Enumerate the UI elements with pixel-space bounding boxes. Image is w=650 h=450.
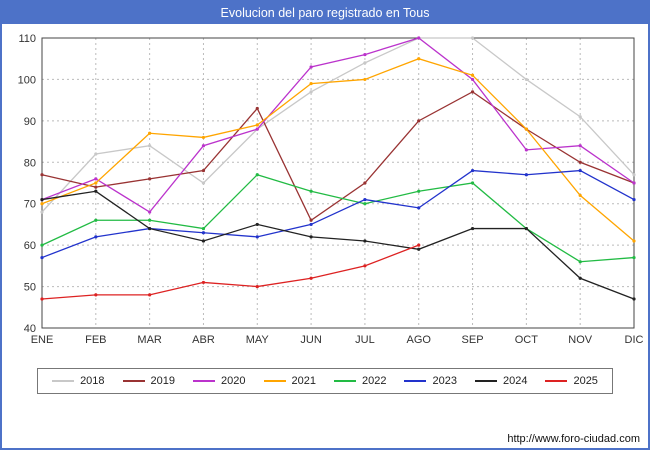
legend-label: 2021	[291, 375, 316, 387]
legend-item: 2018	[52, 375, 105, 387]
legend-label: 2025	[573, 375, 598, 387]
svg-text:FEB: FEB	[85, 334, 106, 346]
svg-text:ENE: ENE	[31, 334, 54, 346]
legend-swatch	[474, 380, 497, 382]
svg-text:MAY: MAY	[246, 334, 270, 346]
legend-swatch	[404, 380, 427, 382]
svg-text:40: 40	[24, 323, 36, 335]
svg-text:80: 80	[24, 157, 36, 169]
legend-label: 2022	[362, 375, 387, 387]
svg-text:DIC: DIC	[625, 334, 644, 346]
svg-text:90: 90	[24, 116, 36, 128]
svg-text:ABR: ABR	[192, 334, 215, 346]
legend-label: 2023	[432, 375, 457, 387]
legend: 2018 2019 2020 2021 2022 2023 2024 2025	[37, 368, 613, 394]
legend-label: 2019	[150, 375, 176, 387]
legend-swatch	[122, 380, 145, 382]
chart: 40 50 60 70 80 90 100 110 ENE FEB MAR ABR MAY JUN JUL A…	[18, 33, 644, 346]
legend-item: 2021	[263, 375, 316, 387]
footer-link[interactable]: http://www.foro-ciudad.com	[507, 433, 640, 445]
svg-text:NOV: NOV	[568, 334, 593, 346]
svg-text:SEP: SEP	[462, 334, 484, 346]
chart-area: 40 50 60 70 80 90 100 110 ENE FEB MAR ABR MAY JUN JUL A…	[4, 28, 646, 354]
legend-label: 2020	[221, 375, 246, 387]
legend-label: 2018	[80, 375, 105, 387]
svg-text:MAR: MAR	[137, 334, 162, 346]
legend-item: 2024	[474, 375, 528, 387]
legend-swatch	[263, 380, 286, 382]
legend-item: 2022	[334, 375, 386, 387]
legend-swatch	[193, 380, 216, 382]
legend-swatch	[334, 380, 356, 382]
svg-text:JUN: JUN	[300, 334, 321, 346]
legend-swatch	[545, 380, 568, 382]
legend-item: 2025	[545, 375, 598, 387]
svg-text:100: 100	[18, 74, 36, 86]
svg-text:OCT: OCT	[515, 334, 539, 346]
svg-text:50: 50	[24, 282, 36, 294]
legend-item: 2019	[122, 375, 176, 387]
legend-item: 2023	[404, 375, 457, 387]
svg-text:110: 110	[18, 33, 36, 45]
legend-swatch	[52, 380, 75, 382]
legend-item: 2020	[193, 375, 246, 387]
svg-text:JUL: JUL	[355, 334, 375, 346]
svg-text:60: 60	[24, 240, 36, 252]
svg-text:70: 70	[24, 199, 36, 211]
page-title: Evolucion del paro registrado en Tous	[2, 2, 648, 24]
legend-label: 2024	[502, 375, 528, 387]
svg-text:AGO: AGO	[407, 334, 432, 346]
